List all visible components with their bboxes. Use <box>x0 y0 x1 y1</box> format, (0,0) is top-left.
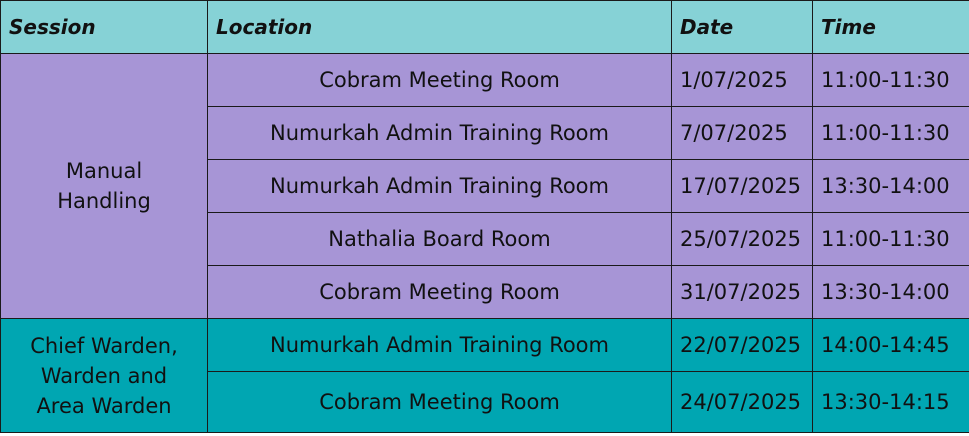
location-cell: Cobram Meeting Room <box>207 371 672 433</box>
session-name: Chief Warden, Warden and Area Warden <box>30 333 178 418</box>
time-cell: 13:30-14:15 <box>812 371 969 433</box>
time-cell: 13:30-14:00 <box>812 265 969 319</box>
session-cell-warden: Chief Warden, Warden and Area Warden <box>0 318 208 433</box>
date-cell: 25/07/2025 <box>671 212 813 266</box>
header-date: Date <box>671 0 813 54</box>
date-cell: 7/07/2025 <box>671 106 813 160</box>
table-row: Manual Handling Cobram Meeting Room 1/07… <box>0 53 969 319</box>
location-cell: Numurkah Admin Training Room <box>207 159 672 213</box>
table-row: Chief Warden, Warden and Area Warden Num… <box>0 318 969 433</box>
header-row: Session Location Date Time <box>0 0 969 54</box>
header-location: Location <box>207 0 672 54</box>
date-cell: 22/07/2025 <box>671 318 813 372</box>
location-cell: Cobram Meeting Room <box>207 265 672 319</box>
table-row: Nathalia Board Room 25/07/2025 11:00-11:… <box>1 212 969 266</box>
session-name: Manual Handling <box>57 159 151 213</box>
date-cell: 31/07/2025 <box>671 265 813 319</box>
header-time: Time <box>812 0 969 54</box>
time-cell: 11:00-11:30 <box>812 53 969 107</box>
table-row: Cobram Meeting Room 31/07/2025 13:30-14:… <box>1 265 969 319</box>
location-cell: Cobram Meeting Room <box>207 53 672 107</box>
location-cell: Numurkah Admin Training Room <box>207 318 672 372</box>
location-cell: Nathalia Board Room <box>207 212 672 266</box>
session-cell-manual-handling: Manual Handling <box>0 53 208 319</box>
time-cell: 14:00-14:45 <box>812 318 969 372</box>
date-cell: 24/07/2025 <box>671 371 813 433</box>
table-row: Cobram Meeting Room 24/07/2025 13:30-14:… <box>1 371 969 433</box>
table-row: Numurkah Admin Training Room 7/07/2025 1… <box>1 106 969 160</box>
date-cell: 17/07/2025 <box>671 159 813 213</box>
header-session: Session <box>0 0 208 54</box>
time-cell: 13:30-14:00 <box>812 159 969 213</box>
location-cell: Numurkah Admin Training Room <box>207 106 672 160</box>
time-cell: 11:00-11:30 <box>812 106 969 160</box>
table-row: Numurkah Admin Training Room 17/07/2025 … <box>1 159 969 213</box>
date-cell: 1/07/2025 <box>671 53 813 107</box>
time-cell: 11:00-11:30 <box>812 212 969 266</box>
